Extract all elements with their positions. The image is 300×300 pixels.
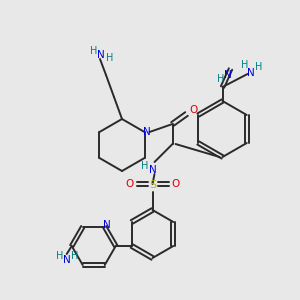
Text: N: N (63, 255, 70, 265)
Text: H: H (241, 60, 248, 70)
Text: O: O (171, 179, 180, 189)
Text: N: N (148, 165, 156, 175)
Text: N: N (97, 50, 105, 60)
Text: N: N (103, 220, 111, 230)
Text: N: N (224, 70, 231, 80)
Text: H: H (255, 62, 262, 72)
Text: H: H (71, 251, 78, 261)
Text: H: H (141, 161, 148, 171)
Text: N: N (142, 127, 150, 137)
Text: H: H (90, 46, 98, 56)
Text: H: H (217, 74, 224, 84)
Text: O: O (189, 105, 198, 115)
Text: S: S (149, 180, 156, 190)
Text: H: H (56, 251, 63, 261)
Text: H: H (106, 53, 114, 63)
Text: O: O (125, 179, 134, 189)
Text: N: N (247, 68, 254, 78)
